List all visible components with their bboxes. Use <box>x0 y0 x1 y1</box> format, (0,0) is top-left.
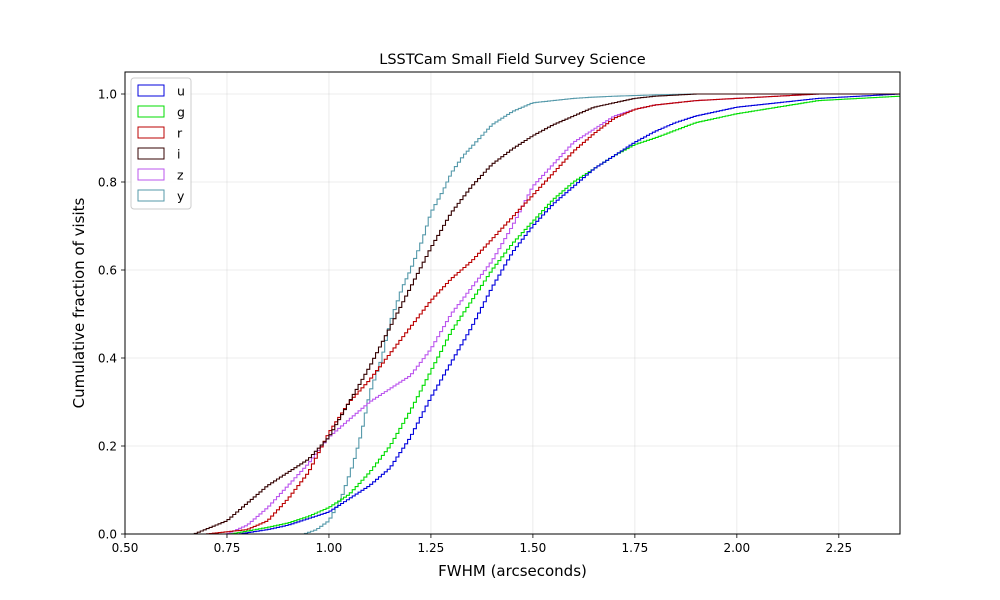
legend-label-r: r <box>177 126 183 141</box>
y-tick-label: 0.8 <box>98 176 117 190</box>
legend-label-g: g <box>177 105 185 120</box>
series-layer <box>125 93 900 534</box>
chart-title: LSSTCam Small Field Survey Science <box>379 52 646 68</box>
y-tick-label: 0.2 <box>98 440 117 454</box>
y-tick-label: 0.4 <box>98 352 117 366</box>
x-tick-label: 1.25 <box>418 541 445 555</box>
x-tick-label: 1.00 <box>316 541 343 555</box>
legend-swatch-g <box>137 105 165 118</box>
grid <box>124 72 900 535</box>
legend-swatch-r <box>137 126 165 139</box>
x-tick-label: 1.50 <box>520 541 547 555</box>
legend-label-y: y <box>177 189 185 204</box>
x-tick-label: 0.75 <box>214 541 241 555</box>
series-g-line <box>125 95 900 534</box>
legend-frame <box>130 77 192 210</box>
series-y-line <box>125 93 900 534</box>
series-i-line <box>125 93 900 534</box>
y-tick-label: 0.6 <box>98 264 117 278</box>
legend-label-u: u <box>177 84 185 99</box>
y-axis-label: Cumulative fraction of visits <box>70 197 88 408</box>
legend-label-i: i <box>177 147 180 162</box>
series-u-line <box>125 93 900 534</box>
y-tick-label: 1.0 <box>98 88 117 102</box>
x-axis-ticks: 0.50 0.75 1.00 1.25 1.50 1.75 2.00 2.25 <box>112 534 852 555</box>
legend-label-z: z <box>177 168 184 183</box>
series-r-line <box>125 93 900 534</box>
y-tick-label: 0.0 <box>98 528 117 542</box>
legend-swatch-y <box>137 189 165 202</box>
plot-frame <box>124 71 901 535</box>
legend-swatch-i <box>137 147 165 160</box>
legend-swatch-u <box>137 84 165 97</box>
series-z-line <box>125 93 900 534</box>
legend-swatch-z <box>137 168 165 181</box>
x-tick-label: 2.00 <box>723 541 750 555</box>
x-tick-label: 2.25 <box>825 541 852 555</box>
x-axis-label: FWHM (arcseconds) <box>438 562 587 580</box>
x-tick-label: 1.75 <box>622 541 649 555</box>
x-tick-label: 0.50 <box>112 541 139 555</box>
y-axis-ticks: 0.0 0.2 0.4 0.6 0.8 1.0 <box>98 88 125 542</box>
